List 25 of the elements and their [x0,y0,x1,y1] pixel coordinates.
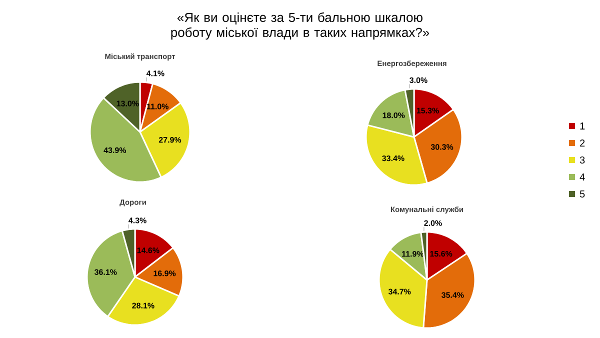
data-label: 15.6% [430,250,452,257]
data-label: 27.9% [158,137,182,143]
data-label: 35.4% [442,292,464,298]
legend-label: 5 [580,190,585,198]
data-label: 4.3% [128,218,146,224]
text: «Як ви оцінєте за 5-ти бальною шкалою роботу міської влади в таких напрямках?» [171,12,430,40]
data-label: 15.3% [416,108,439,114]
legend-label: 2 [580,140,585,146]
data-label: 33.4% [382,155,404,162]
data-label: 11.0% [146,104,169,110]
data-label: 36.1% [94,269,117,275]
data-label: 18.0% [382,112,405,118]
data-label: 13.0% [116,100,139,106]
data-label: 2.0% [424,220,442,226]
data-label: 30.3% [430,144,454,150]
legend-label: 3 [580,156,585,164]
data-label: 34.7% [388,288,411,294]
legend-label: 1 [580,122,585,130]
data-label: 16.9% [154,270,176,276]
data-label: 3.0% [410,77,428,84]
data-label: 14.6% [137,247,160,254]
legend-label: 4 [580,174,585,180]
data-label: 28.1% [132,302,154,308]
data-label: 4.1% [146,70,164,76]
data-label: 43.9% [104,147,126,154]
